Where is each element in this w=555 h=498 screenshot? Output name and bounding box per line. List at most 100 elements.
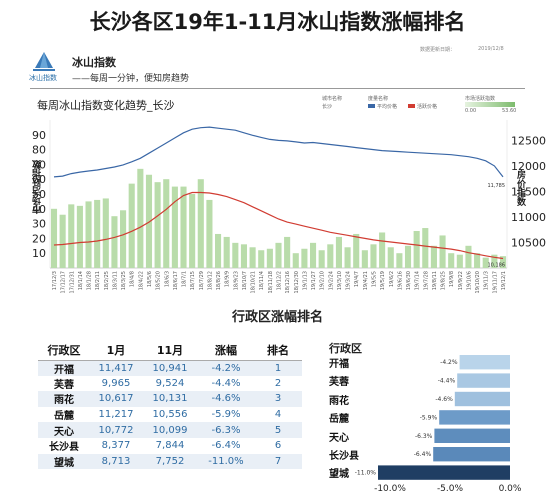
activity-bar	[68, 204, 75, 268]
cell-rank: 6	[274, 440, 282, 452]
activity-bar	[327, 244, 334, 268]
cell-nov: 10,941	[142, 360, 198, 376]
x-tick-label: 18/7/15	[190, 271, 196, 290]
x-tick-label: 18/1/14	[78, 271, 84, 290]
right-axis-title: 房价指数	[515, 170, 525, 206]
cell-district: 岳麓	[54, 411, 74, 423]
x-tick-label: 18/9/23	[233, 271, 239, 290]
activity-bar	[448, 253, 455, 268]
x-tick-label: 19/3/10	[337, 271, 343, 290]
activity-bar	[439, 235, 446, 268]
activity-bar	[335, 236, 342, 268]
x-tick-label: 18/2/25	[104, 271, 110, 290]
activity-bar	[430, 245, 437, 268]
x-tick-label: 19/3/24	[346, 271, 352, 290]
x-tick-label: 19/5/5	[371, 271, 377, 287]
price-end-label: 11,785	[488, 183, 506, 189]
ranking-table: 行政区 1月 11月 涨幅 排名 开福 11,417 10,941 -4.2% 1 芙蓉 9…	[38, 340, 302, 470]
ranking-header-row: 行政区 1月 11月 涨幅 排名	[38, 340, 302, 361]
cell-jan: 10,772	[90, 422, 142, 438]
logo-text: 冰山指数	[29, 74, 57, 82]
left-tick-label: 40	[32, 203, 46, 216]
x-tick-label: 18/11/4	[259, 271, 265, 290]
x-tick-label: 19/5/19	[380, 271, 386, 290]
bar-x-tick-label: -5.0%	[437, 484, 464, 494]
cell-change: -6.4%	[211, 440, 241, 452]
change-bar	[433, 447, 510, 462]
x-tick-label: 17/12/3	[52, 271, 58, 290]
x-tick-label: 19/4/7	[354, 271, 360, 287]
activity-bar	[379, 232, 386, 268]
table-row: 雨花 10,617 10,131 -4.6% 3	[38, 391, 302, 407]
activity-bar	[189, 194, 196, 268]
activity-bar	[404, 245, 412, 268]
activity-bar	[465, 245, 472, 268]
activity-bar	[361, 250, 368, 268]
x-tick-label: 18/5/6	[147, 271, 153, 287]
x-tick-label: 18/6/3	[164, 271, 170, 287]
cell-jan: 11,417	[90, 360, 142, 376]
legend-city-value: 长沙	[322, 104, 333, 110]
x-tick-label: 18/9/9	[225, 271, 231, 287]
legend-activity-label: 市场活跃指数	[465, 96, 496, 102]
activity-bar	[482, 257, 489, 268]
cell-change: -4.6%	[198, 391, 254, 407]
cell-rank: 7	[254, 453, 302, 470]
x-tick-label: 18/3/11	[112, 271, 118, 290]
bar-category-label: 岳麓	[329, 414, 349, 426]
change-bar	[434, 428, 510, 443]
right-tick-label: 10500	[511, 236, 546, 249]
x-tick-label: 18/10/7	[242, 271, 248, 290]
x-tick-label: 19/9/22	[458, 271, 464, 290]
activity-bar	[240, 244, 248, 268]
x-tick-label: 19/11/17	[492, 271, 498, 293]
activity-bar	[215, 233, 222, 268]
activity-bar	[197, 179, 204, 268]
left-tick-label: 80	[32, 144, 46, 157]
x-tick-label: 19/7/28	[423, 271, 429, 290]
x-tick-label: 18/4/22	[138, 271, 144, 290]
activity-bar	[344, 247, 351, 268]
activity-bar	[102, 198, 109, 268]
activity-bar	[249, 247, 256, 268]
activity-bar	[50, 208, 58, 268]
brand-name: 冰山指数	[72, 56, 116, 69]
activity-bar	[76, 205, 83, 268]
bar-category-label: 天心	[329, 432, 349, 444]
x-tick-label: 18/7/1	[182, 271, 188, 287]
change-bar	[457, 373, 510, 388]
x-tick-label: 18/3/25	[121, 271, 127, 290]
activity-bar	[258, 250, 265, 268]
activity-bar	[292, 253, 299, 268]
x-tick-label: 19/6/2	[389, 271, 395, 287]
cell-nov: 10,099	[142, 422, 198, 438]
bar-x-tick-label: 0.0%	[499, 484, 522, 494]
legend-measure-label: 度量名称	[368, 96, 389, 102]
cell-district: 雨花	[38, 391, 90, 407]
line-series-heat	[53, 191, 504, 260]
activity-bar	[94, 199, 101, 268]
activity-bar	[422, 228, 429, 268]
activity-bar	[85, 201, 92, 268]
brand-slogan: ——每周一分钟，便知房趋势	[72, 74, 190, 84]
table-row: 芙蓉 9,965 9,524 -4.4% 2	[38, 376, 302, 392]
x-tick-label: 17/12/17	[61, 271, 67, 293]
x-tick-label: 18/8/12	[207, 271, 213, 290]
activity-gradient	[465, 102, 515, 107]
legend-heat-item: 活跃价格	[408, 103, 437, 110]
cell-jan: 10,617	[90, 391, 142, 407]
activity-bar	[266, 248, 273, 268]
bar-value-label: -4.2%	[440, 359, 458, 366]
activity-bar	[370, 244, 377, 268]
bar-value-label: -4.4%	[438, 378, 456, 385]
bar-category-label: 雨花	[329, 395, 349, 407]
x-tick-label: 18/12/30	[294, 271, 300, 293]
cell-nov: 10,556	[152, 409, 188, 421]
table-row: 望城 8,713 7,752 -11.0% 7	[38, 453, 302, 470]
change-bar	[439, 410, 510, 425]
cell-nov: 7,844	[155, 440, 185, 452]
activity-bar	[396, 253, 403, 268]
cell-change: -4.4%	[211, 377, 241, 389]
cell-jan: 8,377	[101, 440, 131, 452]
activity-bar	[154, 182, 161, 268]
